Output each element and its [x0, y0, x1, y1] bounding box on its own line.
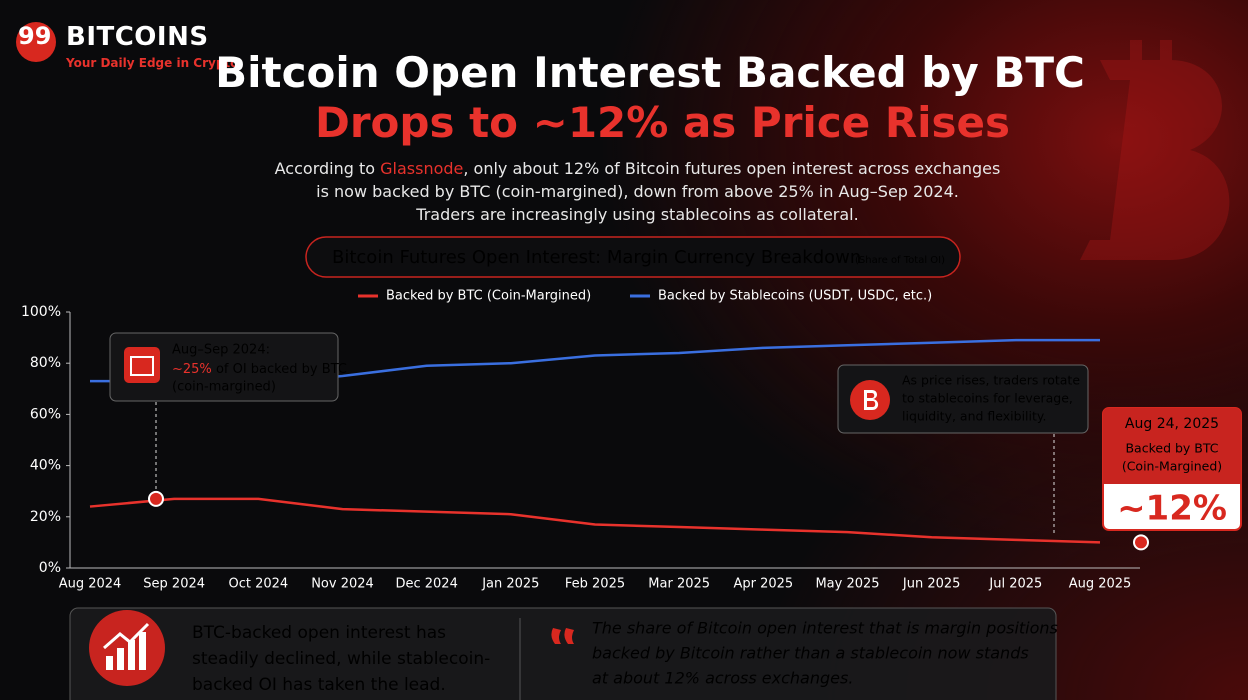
x-tick-label: Mar 2025 — [648, 577, 710, 592]
logo-badge — [16, 22, 56, 62]
y-tick-label: 40% — [30, 458, 61, 474]
quote-text: at about 12% across exchanges. — [592, 669, 853, 688]
callout-text: to stablecoins for leverage, — [902, 391, 1073, 406]
end-date: Aug 24, 2025 — [1125, 416, 1219, 432]
x-tick-label: Sep 2024 — [143, 577, 205, 592]
end-callout-header — [1103, 408, 1241, 484]
chart-title: Bitcoin Futures Open Interest: Margin Cu… — [332, 247, 861, 268]
x-tick-label: Oct 2024 — [228, 577, 288, 592]
end-text: (Coin-Margined) — [1122, 459, 1222, 474]
description-text: According to — [274, 159, 376, 178]
callout-text: liquidity, and flexibility. — [902, 409, 1046, 424]
highlight-point — [1133, 534, 1149, 551]
description-text: Traders are increasingly using stablecoi… — [416, 205, 859, 224]
y-tick-label: 80% — [30, 355, 61, 371]
calendar-icon-grid — [130, 356, 154, 376]
legend-label: Backed by BTC (Coin-Margined) — [386, 289, 591, 304]
x-tick-label: Apr 2025 — [733, 577, 793, 592]
callout-note: (coin-margined) — [172, 380, 276, 395]
footer-panel — [69, 607, 1057, 700]
summary-text: backed OI has taken the lead. — [192, 675, 446, 695]
series-line — [89, 497, 1101, 544]
y-tick-label: 0% — [39, 560, 61, 576]
logo-name: BITCOINS — [66, 22, 209, 52]
x-tick-label: Jul 2025 — [988, 577, 1042, 592]
callout-highlight: ~25% — [172, 362, 212, 377]
title: Bitcoin Open Interest Backed by BTC — [215, 48, 1085, 97]
callout-box — [109, 332, 339, 402]
x-tick-label: Jan 2025 — [481, 577, 539, 592]
callout-text: of OI backed by BTC — [216, 362, 347, 377]
title-highlight: Drops to ~12% as Price Rises — [314, 98, 1011, 147]
bitcoin-icon-glyph — [864, 390, 879, 410]
callout-heading: Aug–Sep 2024: — [172, 343, 270, 358]
plot: 0% 20% 40% 60% 80% 100% Aug 2024 Sep 2024 Oct 20… — [21, 289, 1149, 592]
quote-text: backed by Bitcoin rather than a stableco… — [592, 644, 1029, 663]
quote-text: The share of Bitcoin open interest that … — [592, 619, 1058, 638]
x-tick-label: May 2025 — [815, 577, 879, 592]
calendar-icon — [124, 347, 160, 383]
quote-mark — [551, 628, 574, 644]
chart-title-pill — [305, 236, 961, 278]
end-text: Backed by BTC — [1125, 441, 1218, 456]
source-name: Glassnode — [380, 159, 464, 178]
end-value-label: ~12% — [1117, 489, 1227, 529]
logo-number: 99 — [18, 22, 52, 50]
highlight-point — [148, 490, 164, 507]
description-text: , only about 12% of Bitcoin futures open… — [463, 159, 1001, 178]
legend-label: Backed by Stablecoins (USDT, USDC, etc.) — [658, 289, 932, 304]
x-tick-label: Jun 2025 — [902, 577, 961, 592]
y-tick-label: 60% — [30, 406, 61, 422]
x-tick-label: Dec 2024 — [395, 577, 457, 592]
x-tick-label: Aug 2024 — [59, 577, 122, 592]
callout-text: As price rises, traders rotate — [902, 373, 1080, 388]
summary-text: BTC-backed open interest has — [192, 623, 446, 643]
chart-subtitle: (Share of Total OI) — [855, 255, 945, 266]
callout-box — [837, 364, 1089, 434]
x-tick-label: Aug 2025 — [1069, 577, 1132, 592]
growth-icon-arrow — [103, 622, 150, 650]
growth-icon-bars — [106, 632, 146, 670]
y-tick-label: 20% — [30, 509, 61, 525]
summary-text: steadily declined, while stablecoin- — [192, 649, 490, 669]
callout-text: ~25% of OI backed by BTC — [172, 362, 347, 377]
growth-icon — [89, 610, 165, 686]
x-tick-label: Feb 2025 — [565, 577, 625, 592]
description-text: is now backed by BTC (coin-margined), do… — [316, 182, 959, 201]
y-tick-label: 100% — [21, 304, 61, 320]
logo-tagline: Your Daily Edge in Crypto — [66, 56, 239, 70]
x-tick-label: Nov 2024 — [311, 577, 374, 592]
bitcoin-watermark — [1080, 40, 1230, 260]
description: According to Glassnode, only about 12% o… — [0, 157, 1248, 226]
